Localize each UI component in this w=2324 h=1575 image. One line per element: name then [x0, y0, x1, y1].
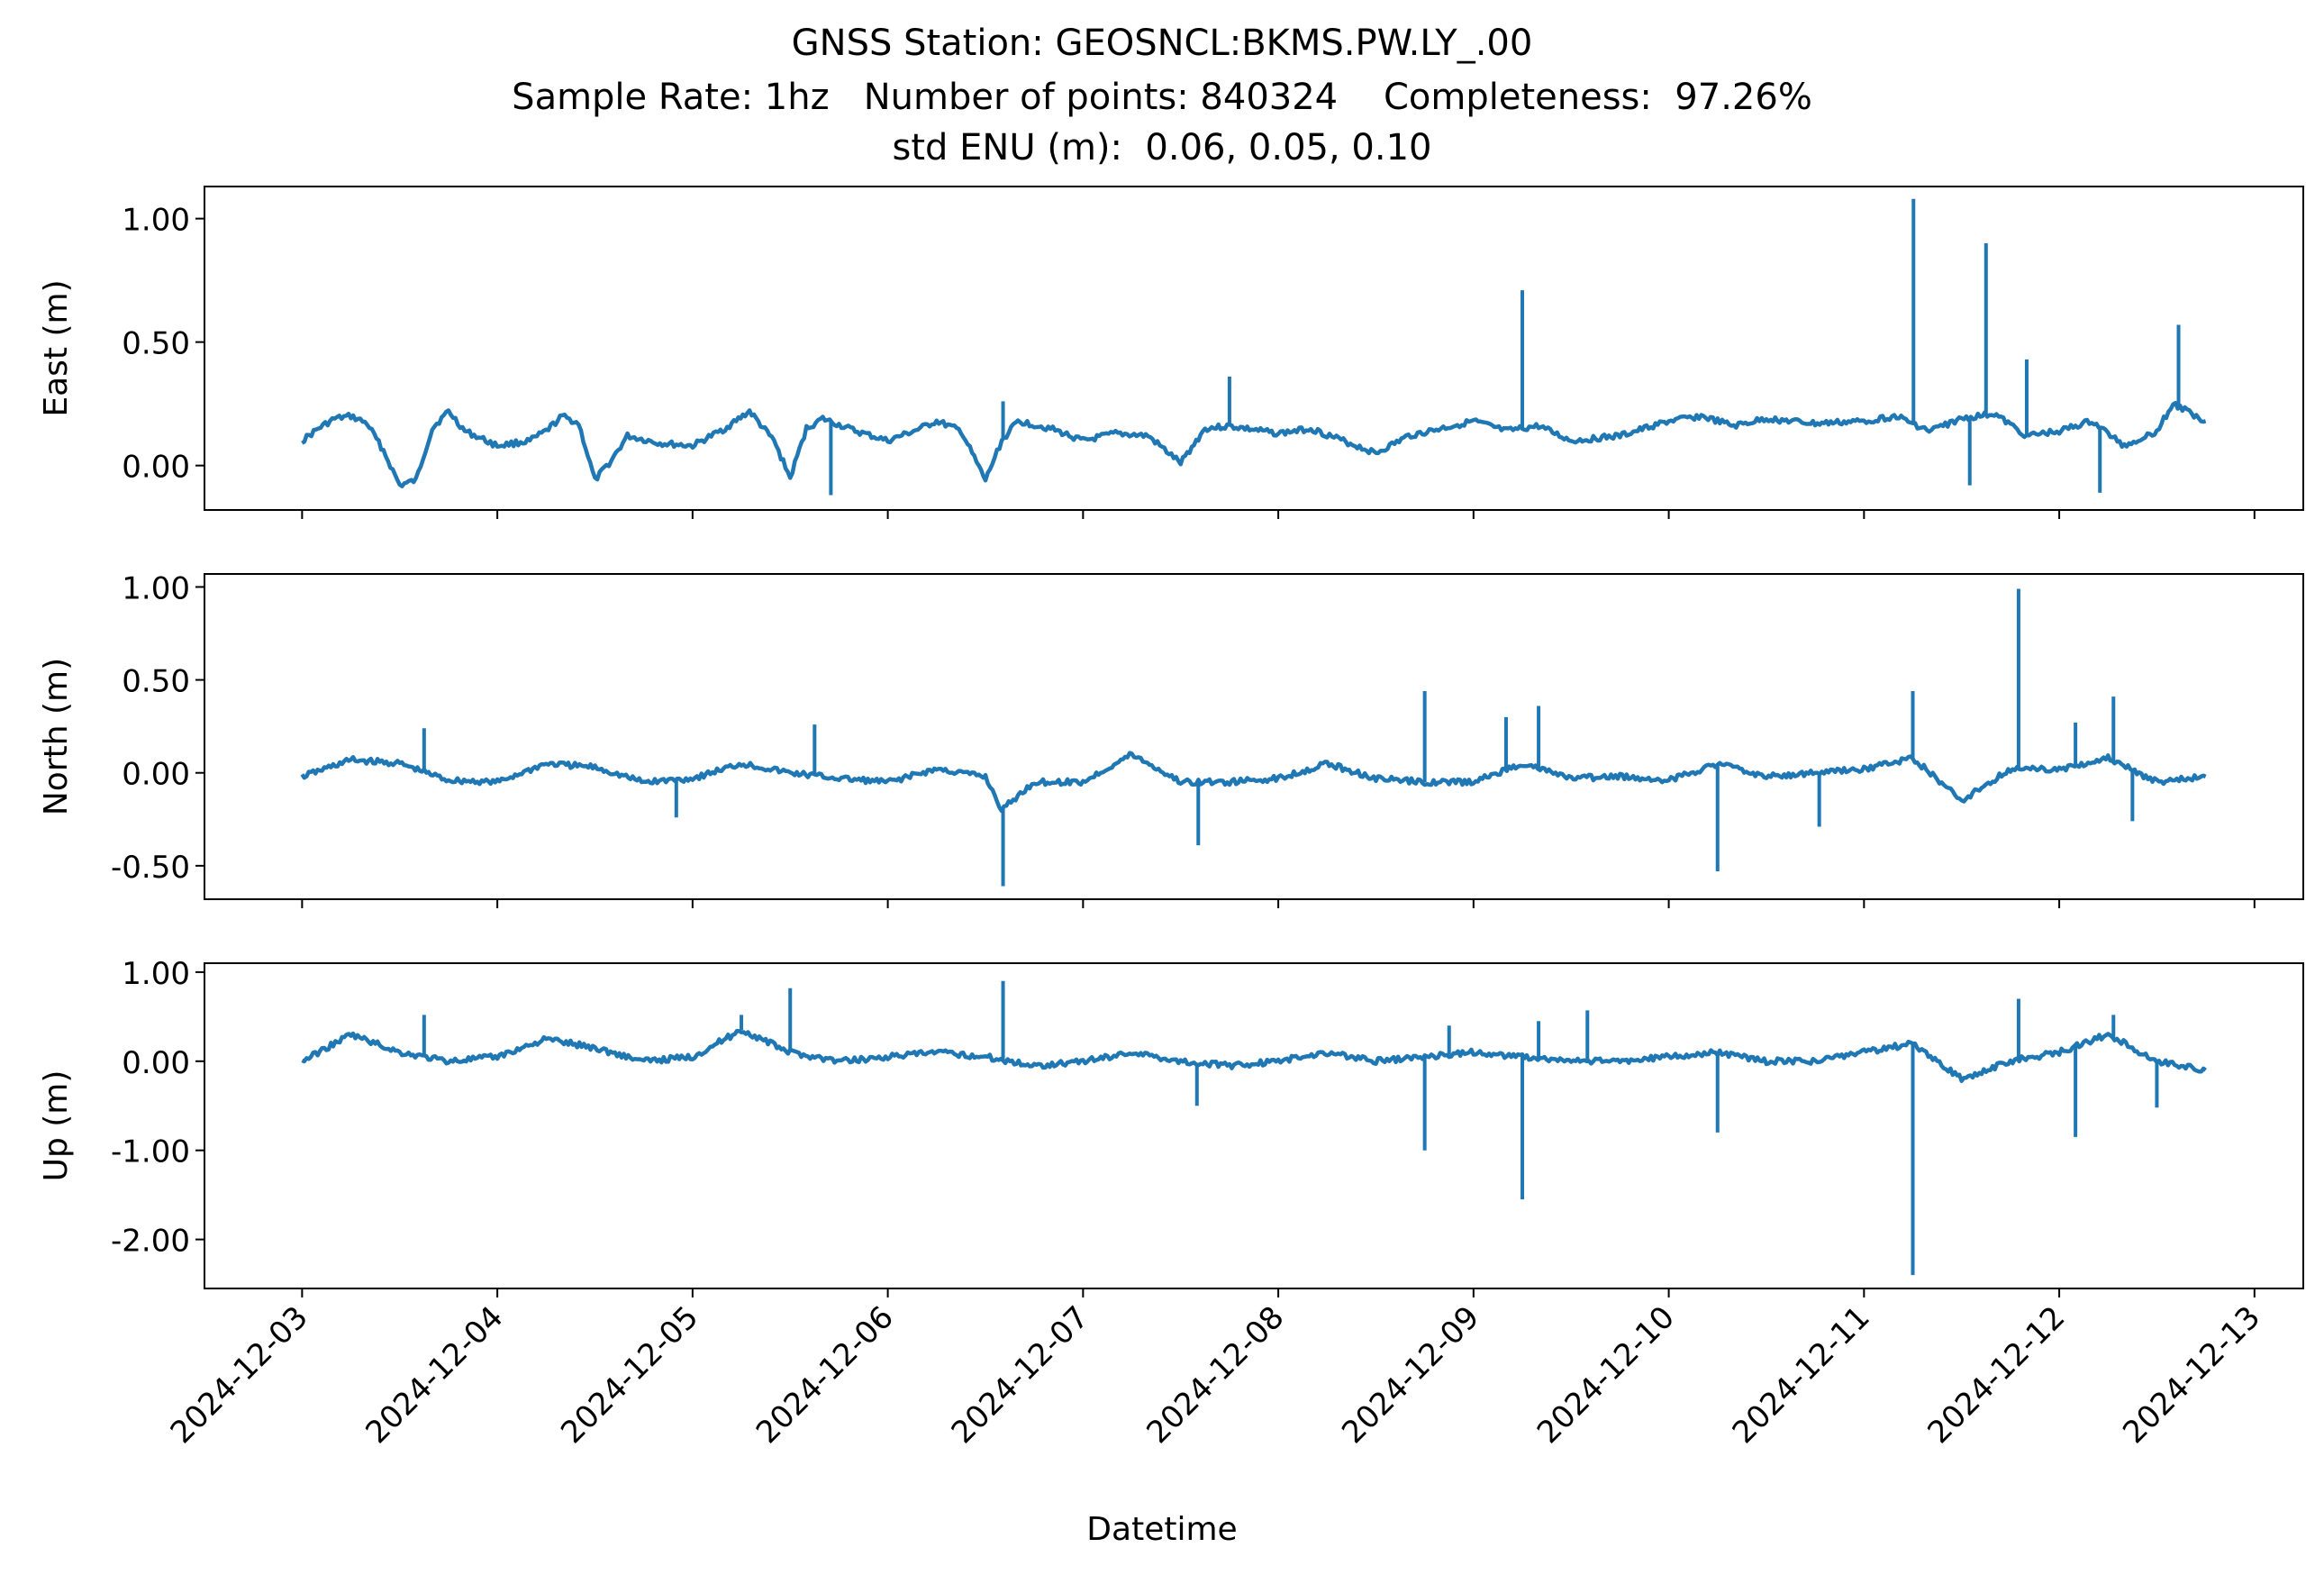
x-tick-label-1: 2024-12-04 — [359, 1299, 510, 1451]
y-tick-label-0-2: 1.00 — [122, 203, 190, 239]
y-axis-label-2: Up (m) — [38, 1070, 75, 1182]
chart-title: GNSS Station: GEOSNCL:BKMS.PW.LY_.00 — [791, 23, 1533, 64]
y-axis-label-0: East (m) — [38, 279, 75, 416]
axes-frame-0 — [204, 186, 2304, 511]
axes-frame-2 — [204, 962, 2304, 1289]
y-tick-label-1-3: 1.00 — [122, 570, 190, 606]
y-tick-label-1-1: 0.00 — [122, 757, 190, 793]
x-tick-label-5: 2024-12-08 — [1139, 1299, 1291, 1451]
y-tick-label-0-0: 0.00 — [122, 450, 190, 486]
series-line-1 — [300, 751, 2207, 814]
y-tick-label-0-1: 0.50 — [122, 326, 190, 362]
x-tick-label-0: 2024-12-03 — [164, 1299, 315, 1451]
chart-subtitle-std: std ENU (m): 0.06, 0.05, 0.10 — [892, 127, 1432, 168]
x-tick-label-3: 2024-12-06 — [749, 1299, 901, 1451]
y-tick-label-1-2: 0.50 — [122, 664, 190, 700]
x-tick-label-7: 2024-12-10 — [1530, 1299, 1682, 1451]
chart-subtitle: Sample Rate: 1hz Number of points: 84032… — [512, 77, 1812, 118]
y-tick-label-2-3: 1.00 — [122, 956, 190, 992]
y-tick-label-2-2: 0.00 — [122, 1045, 190, 1081]
series-line-2 — [301, 1028, 2207, 1083]
x-tick-label-8: 2024-12-11 — [1726, 1299, 1877, 1451]
x-tick-label-2: 2024-12-05 — [554, 1299, 705, 1451]
y-axis-label-1: North (m) — [38, 658, 75, 815]
x-tick-label-10: 2024-12-13 — [2116, 1299, 2267, 1451]
y-tick-label-2-0: -2.00 — [111, 1224, 190, 1260]
y-tick-label-2-1: -1.00 — [111, 1134, 190, 1170]
x-tick-label-9: 2024-12-12 — [1920, 1299, 2072, 1451]
x-tick-label-6: 2024-12-09 — [1335, 1299, 1486, 1451]
x-axis-label: Datetime — [1086, 1511, 1238, 1548]
y-tick-label-1-0: -0.50 — [111, 850, 190, 886]
axes-frame-1 — [204, 573, 2304, 900]
series-line-0 — [301, 400, 2207, 488]
x-tick-label-4: 2024-12-07 — [945, 1299, 1096, 1451]
